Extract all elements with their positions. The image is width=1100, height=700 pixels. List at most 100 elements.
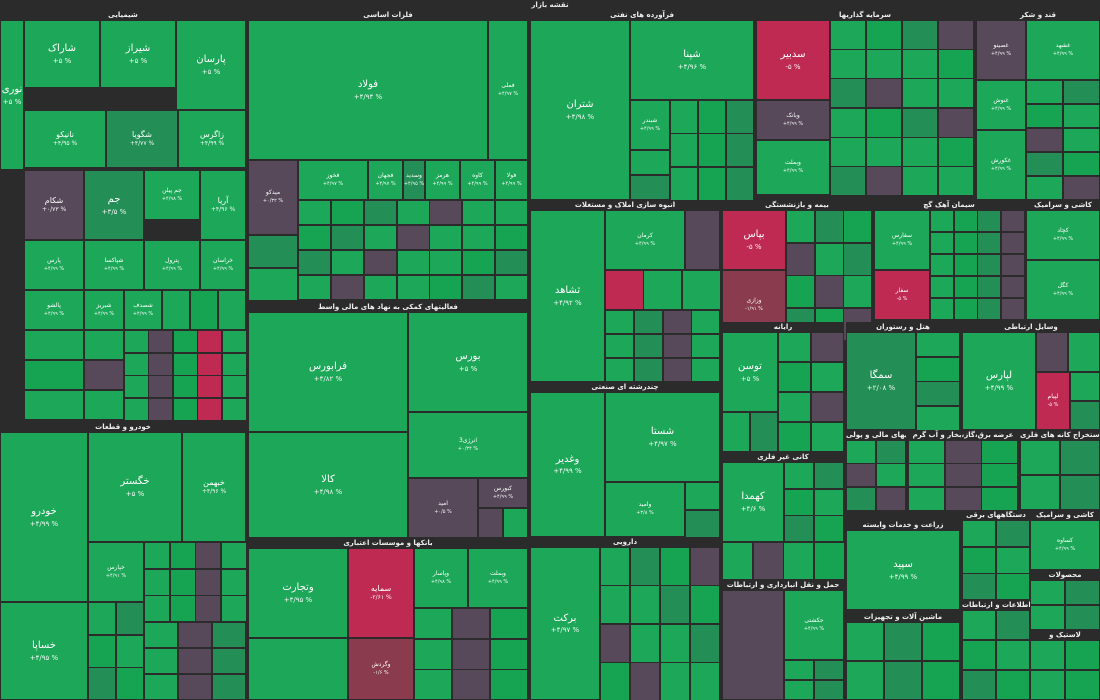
tile-zagros[interactable]: زاگرس +۴/۹۹ % (178, 110, 246, 168)
tile-small[interactable] (726, 100, 754, 134)
tile-small[interactable] (938, 137, 974, 167)
tile-small[interactable] (784, 515, 814, 542)
tile-small[interactable] (503, 508, 528, 538)
tile-small[interactable] (691, 334, 720, 358)
tile-small[interactable] (866, 137, 902, 167)
tile-small[interactable] (846, 622, 884, 661)
tile-small[interactable] (830, 78, 866, 108)
tile-small[interactable] (902, 78, 938, 108)
tile-small[interactable] (722, 542, 753, 580)
tile-small[interactable] (938, 166, 974, 195)
tile-small[interactable] (663, 358, 692, 382)
tile-small[interactable] (1036, 332, 1068, 372)
tile-small[interactable] (670, 133, 698, 167)
tile-small[interactable] (116, 602, 144, 635)
tile-small[interactable] (830, 108, 866, 138)
tile-vamid[interactable]: وامید +۳/۸ % (605, 482, 685, 537)
tile-small[interactable] (144, 648, 178, 674)
tile-kave2[interactable]: کساوه +۴/۹۹ % (1030, 520, 1100, 570)
tile-hsina[interactable]: حکشتی +۴/۹۹ % (784, 590, 844, 660)
tile-small[interactable] (1001, 210, 1024, 232)
tile-small[interactable] (977, 276, 1001, 298)
tile-small[interactable] (660, 547, 690, 586)
tile-small[interactable] (1065, 670, 1100, 700)
tile-small[interactable] (916, 332, 960, 357)
tile-small[interactable] (902, 137, 938, 167)
tile-small[interactable] (630, 662, 660, 700)
tile-small[interactable] (605, 310, 634, 334)
tile-small[interactable] (945, 440, 982, 464)
tile-small[interactable] (600, 547, 630, 586)
tile-small[interactable] (148, 398, 173, 420)
tile-small[interactable] (996, 610, 1030, 640)
tile-small[interactable] (830, 166, 866, 195)
tile-small[interactable] (331, 250, 364, 275)
tile-small[interactable] (1063, 176, 1100, 200)
tile-fooladsat[interactable]: فولاد +۴/۹۴ % (248, 20, 488, 160)
tile-small[interactable] (962, 520, 996, 547)
tile-small[interactable] (1001, 276, 1024, 298)
tile-small[interactable] (930, 254, 954, 276)
tile-small[interactable] (1030, 605, 1065, 630)
tile-small[interactable] (930, 210, 954, 232)
tile-small[interactable] (811, 332, 844, 362)
tile-small[interactable] (690, 624, 720, 663)
tile-small[interactable] (814, 660, 844, 680)
tile-ghesfahan[interactable]: غصینو +۴/۹۹ % (976, 20, 1026, 80)
tile-small[interactable] (916, 406, 960, 430)
tile-small[interactable] (452, 669, 490, 700)
tile-small[interactable] (462, 200, 495, 225)
tile-small[interactable] (698, 133, 726, 167)
tile-vghadir[interactable]: وغدیر +۴/۹۹ % (530, 392, 605, 537)
tile-small[interactable] (88, 635, 116, 668)
tile-small[interactable] (778, 392, 811, 422)
tile-small[interactable] (690, 585, 720, 624)
tile-small[interactable] (784, 489, 814, 516)
tile-small[interactable] (452, 608, 490, 639)
tile-small[interactable] (843, 243, 872, 276)
tile-small[interactable] (876, 440, 906, 464)
tile-vbmelat[interactable]: وبملت +۴/۹۹ % (468, 548, 528, 608)
tile-small[interactable] (298, 200, 331, 225)
tile-small[interactable] (197, 353, 222, 376)
tile-khorasan[interactable]: خراسان +۴/۹۹ % (200, 240, 246, 290)
tile-toos[interactable]: توسن +۵ % (722, 332, 778, 412)
tile-small[interactable] (783, 542, 814, 580)
tile-small[interactable] (1026, 104, 1063, 128)
tile-small[interactable] (660, 662, 690, 700)
tile-nouri[interactable]: نوری +۵ % (0, 20, 24, 170)
tile-small[interactable] (1026, 152, 1063, 176)
tile-small[interactable] (726, 167, 754, 200)
tile-kbours[interactable]: کبورس +۴/۹۹ % (478, 478, 528, 508)
tile-small[interactable] (660, 624, 690, 663)
tile-fameli[interactable]: فملی +۴/۹۷ % (488, 20, 528, 160)
tile-small[interactable] (462, 225, 495, 250)
tile-small[interactable] (84, 330, 124, 360)
tile-small[interactable] (144, 674, 178, 700)
tile-small[interactable] (331, 225, 364, 250)
tile-small[interactable] (298, 275, 331, 300)
tile-small[interactable] (876, 487, 906, 510)
tile-shgooya[interactable]: شگویا +۴/۷۷ % (106, 110, 178, 168)
tile-small[interactable] (866, 108, 902, 138)
tile-vbasar[interactable]: وپاسار +۴/۹۸ % (414, 548, 468, 608)
tile-small[interactable] (144, 595, 170, 622)
tile-small[interactable] (364, 250, 397, 275)
tile-small[interactable] (429, 275, 462, 300)
tile-small[interactable] (495, 275, 528, 300)
tile-small[interactable] (1060, 475, 1100, 510)
tile-small[interactable] (24, 330, 84, 360)
tile-small[interactable] (690, 662, 720, 700)
tile-small[interactable] (124, 398, 149, 420)
tile-ghanoosh[interactable]: غنوش +۴/۹۹ % (976, 80, 1026, 130)
tile-small[interactable] (197, 375, 222, 398)
tile-small[interactable] (88, 602, 116, 635)
tile-shiyasa[interactable]: شپاکسا +۴/۹۹ % (84, 240, 144, 290)
tile-small[interactable] (660, 585, 690, 624)
tile-small[interactable] (248, 235, 298, 268)
tile-small[interactable] (364, 225, 397, 250)
tile-khbahman[interactable]: خبهمن +۴/۹۶ % (182, 432, 246, 542)
tile-small[interactable] (248, 638, 348, 700)
tile-small[interactable] (753, 542, 784, 580)
tile-small[interactable] (977, 232, 1001, 254)
